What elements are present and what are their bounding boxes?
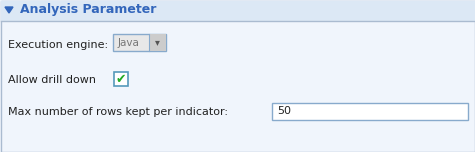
Text: Analysis Parameter: Analysis Parameter [20, 3, 156, 17]
Text: Execution engine:: Execution engine: [8, 40, 108, 50]
Text: Max number of rows kept per indicator:: Max number of rows kept per indicator: [8, 107, 228, 117]
FancyBboxPatch shape [113, 34, 166, 51]
FancyBboxPatch shape [114, 72, 128, 86]
Text: Java: Java [118, 38, 140, 47]
Text: ✔: ✔ [116, 73, 126, 85]
Text: Allow drill down: Allow drill down [8, 75, 96, 85]
FancyBboxPatch shape [149, 34, 166, 51]
FancyBboxPatch shape [0, 0, 475, 21]
Text: ▾: ▾ [155, 38, 160, 47]
FancyBboxPatch shape [272, 103, 468, 120]
Text: 50: 50 [277, 107, 291, 116]
Polygon shape [5, 7, 13, 13]
